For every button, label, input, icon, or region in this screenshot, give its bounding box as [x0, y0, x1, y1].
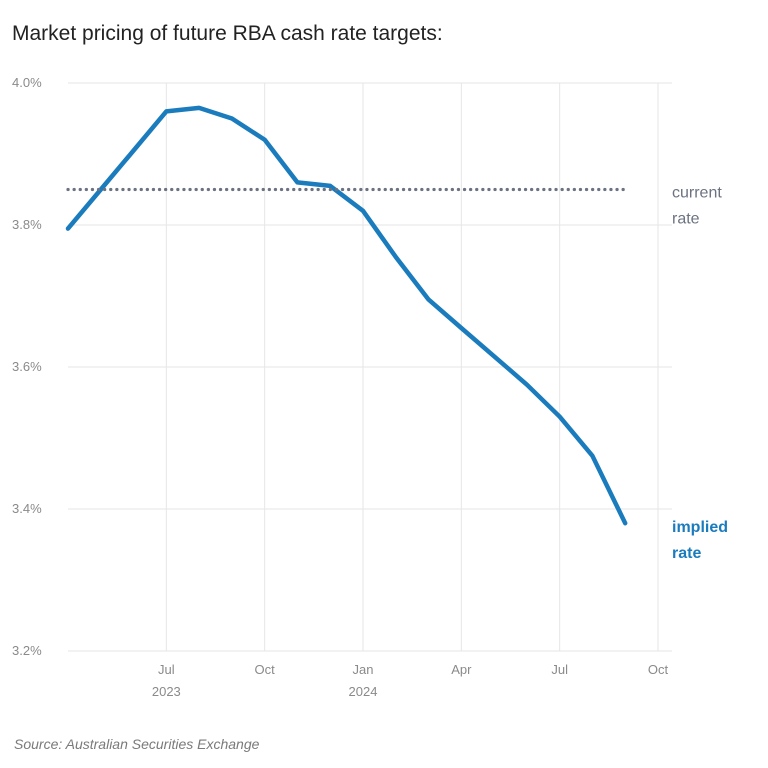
source-note: Source: Australian Securities Exchange [14, 736, 260, 752]
x-tick-label: Jan [353, 662, 374, 677]
y-tick-label: 3.4% [12, 501, 42, 516]
current-rate-label: rate [672, 211, 700, 228]
series-lines [65, 105, 628, 526]
x-tick-label: Apr [451, 662, 472, 677]
y-gridlines [68, 82, 672, 652]
x-tick-year-label: 2023 [152, 684, 181, 699]
implied-rate-label: rate [672, 545, 701, 562]
implied-rate-label: implied [672, 519, 728, 536]
x-tick-label: Oct [255, 662, 276, 677]
chart-title: Market pricing of future RBA cash rate t… [12, 22, 443, 45]
x-tick-label: Oct [648, 662, 669, 677]
y-tick-label: 3.2% [12, 643, 42, 658]
x-gridlines [165, 83, 659, 651]
x-tick-year-label: 2024 [349, 684, 378, 699]
implied-rate-line [65, 105, 628, 526]
y-tick-label: 4.0% [12, 75, 42, 90]
x-axis-tick-labels: Jul 2023 Oct Jan 2024 Apr Jul Oct [152, 662, 669, 699]
series-labels: implied rate current rate [672, 185, 728, 563]
x-tick-label: Jul [551, 662, 568, 677]
y-axis-tick-labels: 3.2% 3.4% 3.6% 3.8% 4.0% [12, 75, 42, 658]
y-tick-label: 3.6% [12, 359, 42, 374]
y-tick-label: 3.8% [12, 217, 42, 232]
x-tick-label: Jul [158, 662, 175, 677]
current-rate-label: current [672, 185, 722, 202]
